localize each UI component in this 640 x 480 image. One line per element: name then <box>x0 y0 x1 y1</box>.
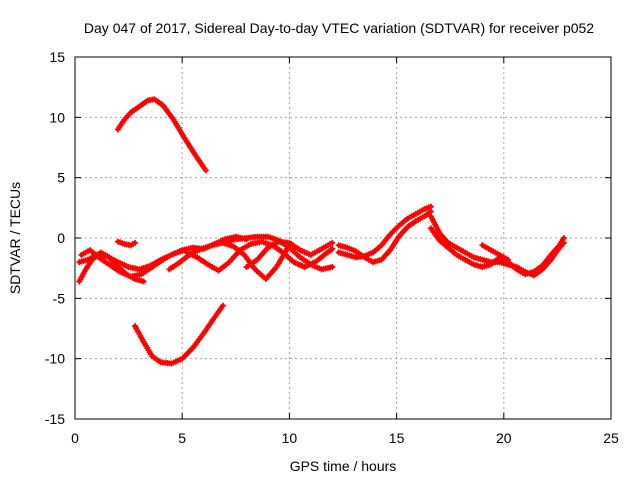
y-axis-label: SDTVAR / TECUs <box>7 182 23 294</box>
series-band-d <box>114 238 139 249</box>
x-tick-label: 25 <box>603 430 619 446</box>
data-point <box>505 256 512 263</box>
data-point <box>140 278 147 285</box>
y-tick-label: -10 <box>45 351 65 367</box>
x-tick-label: 15 <box>389 430 405 446</box>
series-arc-lower <box>132 302 226 367</box>
series-band-i <box>335 203 434 261</box>
x-tick-label: 0 <box>71 430 79 446</box>
series-band-c <box>78 247 188 280</box>
y-tick-label: -15 <box>45 411 65 427</box>
chart-grid <box>75 57 611 419</box>
y-tick-label: 10 <box>49 109 65 125</box>
chart-marks <box>76 96 567 367</box>
series-band-j <box>335 208 434 266</box>
y-tick-label: 0 <box>57 230 65 246</box>
y-tick-label: 5 <box>57 170 65 186</box>
y-tick-label: -5 <box>53 290 66 306</box>
x-axis-label: GPS time / hours <box>290 458 397 474</box>
x-tick-label: 20 <box>496 430 512 446</box>
data-point <box>202 167 209 174</box>
series-arc-upper <box>114 96 209 174</box>
data-point <box>132 239 139 246</box>
y-tick-label: 15 <box>49 49 65 65</box>
data-point <box>560 235 567 241</box>
axis-ticks: 0 5 10 15 20 25 -15 -10 -5 0 5 10 15 <box>45 49 619 446</box>
data-point <box>329 239 336 246</box>
data-point <box>329 245 336 252</box>
data-point <box>329 263 336 270</box>
series-band-m <box>479 242 512 263</box>
x-tick-label: 5 <box>178 430 186 446</box>
series-band-h <box>243 238 336 270</box>
x-tick-label: 10 <box>282 430 298 446</box>
data-point <box>219 302 226 309</box>
chart-title: Day 047 of 2017, Sidereal Day-to-day VTE… <box>84 20 594 36</box>
